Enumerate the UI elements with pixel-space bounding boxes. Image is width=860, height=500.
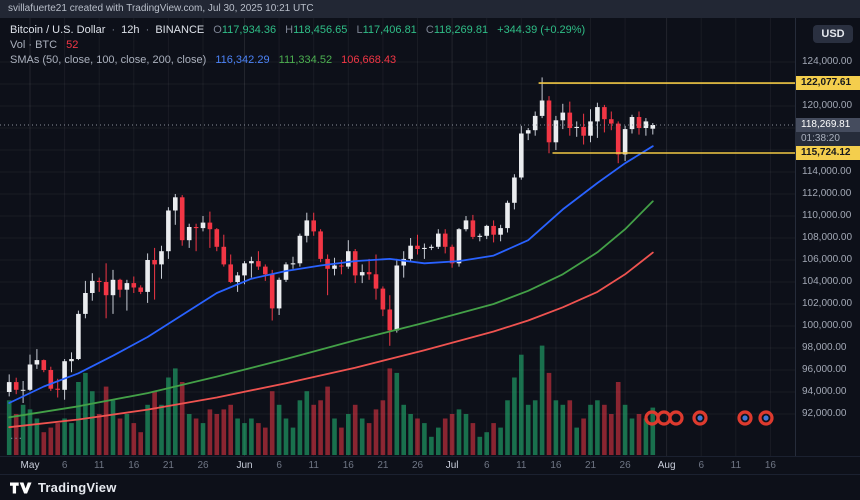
close-label: C [425,24,434,36]
time-axis-label: 11 [516,460,527,471]
symbol-name: Bitcoin / U.S. Dollar [10,24,106,36]
ohlc-open: O117,934.36 [213,24,276,36]
volume-label: Vol · BTC [10,39,58,51]
open-label: O [213,24,222,36]
time-axis-label: 11 [308,460,319,471]
price-axis-label: 98,000.00 [802,342,847,353]
close-value: 118,269.81 [433,24,489,36]
change-value: +344.39 (+0.29%) [497,24,586,36]
tradingview-logo-text: TradingView [38,480,117,495]
time-axis-label: 21 [584,460,597,471]
sma100-value: 111,334.52 [278,54,333,66]
bar-close-countdown: 01:38:20 [796,132,860,147]
sma50-value: 116,342.29 [215,54,270,66]
sma200-value: 106,668.43 [341,54,397,66]
grid-lines [0,18,795,456]
time-axis[interactable]: May 6 11 16 21 26 Jun 6 11 16 21 26 Jul 6 11 16 21 26 Aug 6… [0,456,860,474]
time-axis-label: 26 [411,460,424,471]
separator-dot: · [145,24,150,36]
price-axis-label: 94,000.00 [802,386,847,397]
smas-legend-row[interactable]: SMAs (50, close, 100, close, 200, close)… [10,53,585,67]
legend-more-button[interactable]: ... [10,428,24,442]
high-label: H [285,24,294,36]
tradingview-footer[interactable]: TradingView [0,474,860,500]
high-value: 118,456.65 [293,24,348,36]
time-axis-label: 16 [550,460,562,471]
symbol-interval: 12h [121,24,140,36]
last-price-tag: 118,269.81 [796,118,860,133]
price-axis-label: 104,000.00 [802,276,853,287]
time-axis-label: 6 [698,460,705,471]
time-axis-label: Jul [445,460,459,471]
time-axis-label: 16 [342,460,354,471]
separator-dot: · [111,24,116,36]
volume-series [6,345,656,455]
price-axis-label: 114,000.00 [802,166,852,177]
price-chart[interactable] [0,18,795,456]
open-value: 117,934.36 [221,24,277,36]
time-axis-label: 6 [483,460,490,471]
currency-toggle-button[interactable]: USD [813,25,853,43]
low-label: L [356,24,363,36]
time-axis-label: Jun [236,460,253,471]
price-axis-label: 92,000.00 [802,408,847,419]
time-axis-label: 21 [162,460,174,471]
time-axis-label: 26 [619,460,631,471]
chart-legend: Bitcoin / U.S. Dollar · 12h · BINANCE O1… [10,23,585,67]
ohlc-low: L117,406.81 [356,24,416,36]
price-axis-label: 100,000.00 [802,320,853,331]
symbol-legend-row[interactable]: Bitcoin / U.S. Dollar · 12h · BINANCE O1… [10,23,585,37]
attribution-bar: svillafuerte21 created with TradingView.… [0,0,860,18]
price-axis-label: 102,000.00 [802,298,853,309]
time-axis-label: May [20,460,40,471]
ohlc-high: H118,456.65 [285,24,347,36]
candlestick-series [6,77,656,403]
volume-legend-row[interactable]: Vol · BTC 52 [10,38,585,52]
time-axis-label: 16 [764,460,776,471]
ohlc-close: C118,269.81 [426,24,488,36]
price-axis-label: 124,000.00 [802,56,853,67]
sma-50-line [8,145,654,404]
time-axis-label: 6 [61,460,68,471]
smas-label: SMAs (50, close, 100, close, 200, close) [10,54,207,66]
time-axis-label: 11 [93,460,105,471]
volume-value: 52 [66,39,79,51]
tradingview-logo-icon [10,482,32,493]
symbol-exchange: BINANCE [155,24,205,36]
price-axis[interactable]: 92,000.00 94,000.00 96,000.00 98,000.00 100,… [795,18,860,456]
price-axis-label: 112,000.00 [802,188,852,199]
sma-200-line [8,251,654,429]
price-axis-label: 106,000.00 [802,254,853,265]
attribution-text: svillafuerte21 created with TradingView.… [8,3,314,14]
drawing-overlays [0,82,795,154]
price-axis-label: 96,000.00 [802,364,847,375]
upper-range-price-tag: 122,077.61 [796,76,860,91]
lower-range-price-tag: 115,724.12 [796,146,860,161]
price-axis-label: 108,000.00 [802,232,853,243]
time-axis-label: 26 [197,460,209,471]
time-axis-label: 16 [128,460,140,471]
price-axis-label: 120,000.00 [802,100,853,111]
time-axis-label: 6 [276,460,282,471]
time-axis-label: Aug [657,460,676,471]
sma-100-line [8,200,654,419]
price-axis-label: 110,000.00 [802,210,852,221]
low-value: 117,406.81 [362,24,417,36]
time-axis-label: 11 [730,460,742,471]
time-axis-label: 21 [377,460,389,471]
target-sticker-emojis [644,410,774,426]
